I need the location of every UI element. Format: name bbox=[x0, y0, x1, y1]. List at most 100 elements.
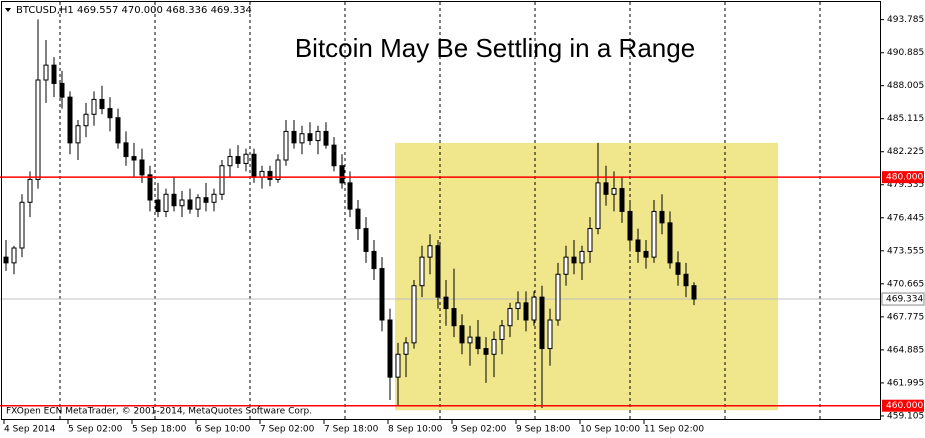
candle-body bbox=[435, 245, 441, 298]
candle-body bbox=[179, 199, 185, 207]
candle-body bbox=[563, 256, 569, 275]
candle-body bbox=[555, 273, 561, 321]
y-tick-label: 461.995 bbox=[887, 378, 924, 388]
candle-body bbox=[619, 188, 625, 212]
candle-body bbox=[19, 201, 25, 249]
candle-body bbox=[347, 182, 353, 210]
candle-body bbox=[107, 108, 113, 119]
candle-body bbox=[11, 247, 17, 264]
candle-body bbox=[291, 130, 297, 144]
candle-body bbox=[651, 210, 657, 258]
candle-body bbox=[515, 302, 521, 310]
candle-body bbox=[611, 188, 617, 195]
candle-body bbox=[539, 296, 545, 350]
candle-body bbox=[579, 250, 585, 264]
candle-body bbox=[235, 156, 241, 164]
x-tick-label: 5 Sep 18:00 bbox=[132, 425, 187, 435]
candle-body bbox=[51, 64, 57, 84]
y-tick-label: 488.005 bbox=[887, 81, 924, 91]
candle-body bbox=[307, 133, 313, 142]
candle-body bbox=[571, 256, 577, 264]
candle-body bbox=[299, 133, 305, 144]
candle-body bbox=[371, 250, 377, 270]
candle-body bbox=[587, 228, 593, 252]
candle-body bbox=[643, 250, 649, 258]
plot-border bbox=[1, 1, 881, 420]
candle-body bbox=[403, 342, 409, 355]
candle-body bbox=[59, 82, 65, 98]
candle-body bbox=[411, 285, 417, 344]
candle-body bbox=[163, 193, 169, 212]
candle-body bbox=[451, 308, 457, 327]
candle-body bbox=[195, 197, 201, 210]
candle-body bbox=[67, 96, 73, 144]
x-tick-label: 5 Sep 02:00 bbox=[68, 425, 123, 435]
x-tick-label: 9 Sep 18:00 bbox=[516, 425, 571, 435]
candle-body bbox=[27, 178, 33, 203]
candle-body bbox=[43, 64, 49, 81]
candle-body bbox=[627, 210, 633, 241]
candle-body bbox=[147, 174, 153, 201]
candle-body bbox=[91, 98, 97, 115]
candle-body bbox=[475, 336, 481, 350]
y-tick-label: 464.885 bbox=[887, 345, 924, 355]
candle-body bbox=[155, 199, 161, 212]
level-label-box bbox=[882, 399, 924, 412]
candle-body bbox=[531, 296, 537, 321]
candle-body bbox=[131, 156, 137, 161]
candle-body bbox=[523, 302, 529, 321]
candle-body bbox=[251, 153, 257, 178]
y-tick-label: 482.225 bbox=[887, 147, 924, 157]
level-label: 480.000 bbox=[886, 173, 923, 183]
candle-body bbox=[315, 130, 321, 142]
candle-body bbox=[283, 130, 289, 161]
candle-body bbox=[259, 170, 265, 178]
x-tick-label: 8 Sep 10:00 bbox=[388, 425, 443, 435]
candle-body bbox=[83, 113, 89, 127]
candle-body bbox=[331, 144, 337, 167]
y-tick-label: 490.885 bbox=[887, 48, 924, 58]
candle-body bbox=[683, 273, 689, 287]
y-tick-label: 473.555 bbox=[887, 246, 924, 256]
candle-body bbox=[123, 142, 129, 158]
y-tick-label: 459.105 bbox=[887, 411, 924, 421]
level-label-box bbox=[882, 171, 924, 184]
candle-body bbox=[499, 325, 505, 340]
candle-body bbox=[75, 125, 81, 144]
candle-body bbox=[243, 153, 249, 164]
menu-arrow bbox=[5, 8, 11, 12]
y-tick-label: 476.445 bbox=[887, 213, 924, 223]
x-tick-label: 7 Sep 02:00 bbox=[260, 425, 315, 435]
candle-body bbox=[547, 319, 553, 350]
candle-body bbox=[99, 98, 105, 110]
range-box bbox=[395, 142, 778, 411]
candle-body bbox=[387, 319, 393, 378]
level-label: 460.000 bbox=[886, 401, 923, 411]
candle-body bbox=[355, 208, 361, 230]
candle-body bbox=[339, 165, 345, 184]
candle-body bbox=[667, 222, 673, 264]
candle-body bbox=[603, 182, 609, 195]
candle-body bbox=[323, 130, 329, 146]
candle-body bbox=[203, 197, 209, 203]
candle-body bbox=[491, 338, 497, 355]
x-tick-label: 9 Sep 02:00 bbox=[452, 425, 507, 435]
x-tick-label: 7 Sep 18:00 bbox=[324, 425, 379, 435]
candle-body bbox=[459, 325, 465, 344]
candle-body bbox=[595, 182, 601, 230]
candle-body bbox=[139, 159, 145, 176]
chart-title: Bitcoin May Be Settling in a Range bbox=[295, 33, 695, 63]
candle-body bbox=[443, 296, 449, 310]
x-tick-label: 11 Sep 02:00 bbox=[644, 425, 704, 435]
candle-body bbox=[267, 170, 273, 180]
candle-body bbox=[187, 199, 193, 210]
plot-area bbox=[0, 2, 880, 420]
chart-footer: FXOpen ECN MetaTrader, © 2001-2014, Meta… bbox=[6, 407, 312, 417]
chart-header: BTCUSD,H1 469.557 470.000 468.336 469.33… bbox=[16, 5, 252, 16]
x-tick-label: 6 Sep 10:00 bbox=[196, 425, 251, 435]
y-tick-label: 467.775 bbox=[887, 312, 924, 322]
x-tick-label: 10 Sep 10:00 bbox=[580, 425, 640, 435]
candle-body bbox=[635, 239, 641, 252]
candle-body bbox=[427, 245, 433, 258]
